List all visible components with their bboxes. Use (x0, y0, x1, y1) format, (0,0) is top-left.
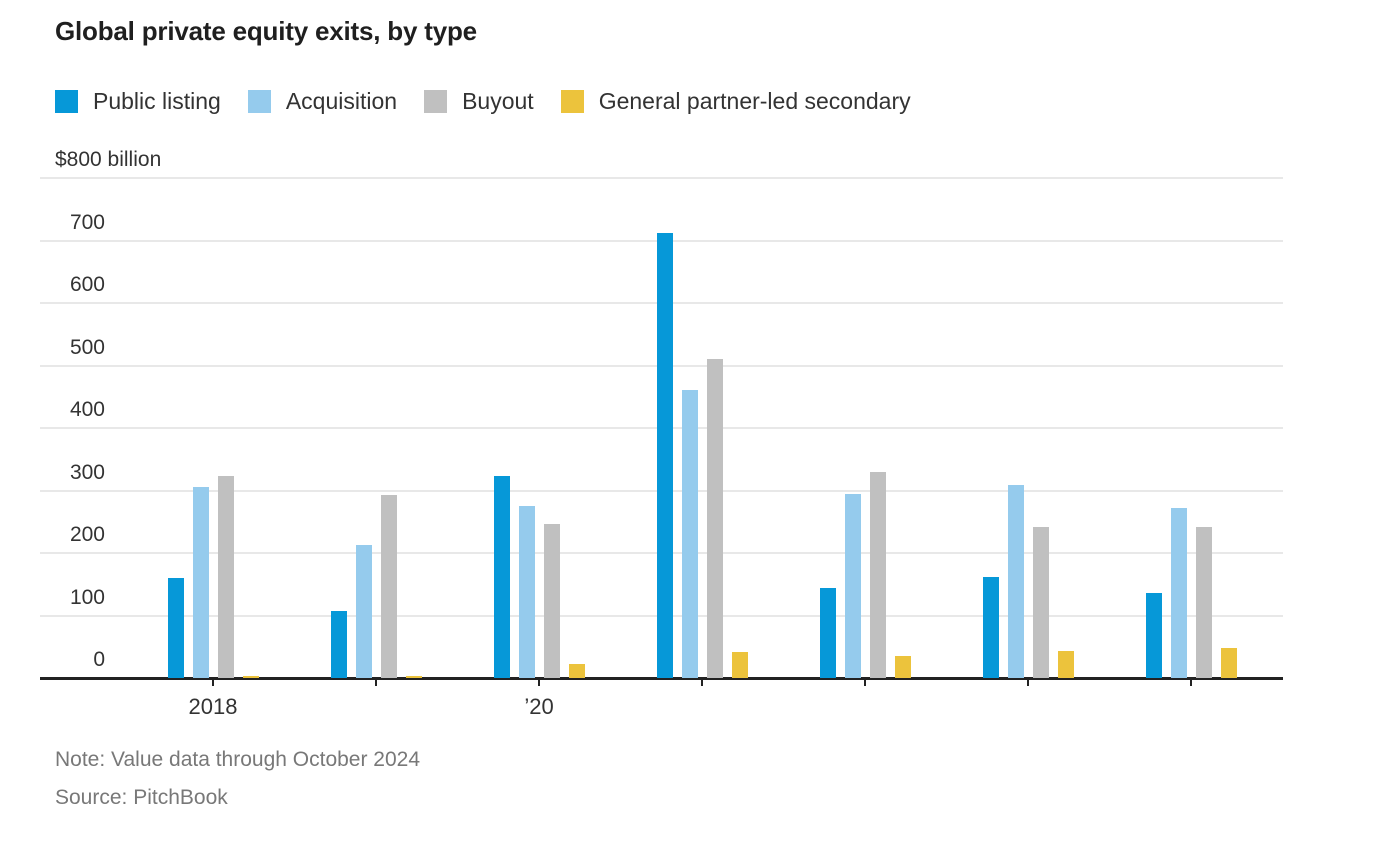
legend-swatch-buyout-icon (424, 90, 448, 113)
bar-acquisition-2022 (844, 494, 861, 678)
x-axis-label-2018: 2018 (188, 694, 238, 719)
bar-general-partner-led-secondary-2021 (731, 651, 748, 678)
bar-public-listing-2018 (167, 578, 184, 678)
bar-acquisition-2018 (192, 486, 209, 678)
bar-buyout-2019 (380, 494, 397, 678)
bar-public-listing-2024 (1145, 593, 1162, 678)
x-axis-label-2020: ’20 (524, 694, 554, 719)
legend-item-public-listing: Public listing (55, 88, 221, 115)
bar-buyout-2023 (1032, 526, 1049, 678)
x-axis-tick-2022 (864, 678, 866, 686)
x-axis-line (40, 677, 1283, 680)
legend-swatch-acquisition-icon (247, 90, 271, 113)
bar-buyout-2021 (706, 359, 723, 678)
bar-public-listing-2022 (819, 588, 836, 678)
x-axis-tick-2021 (701, 678, 703, 686)
bar-buyout-2018 (217, 476, 234, 678)
legend-label-general-partner-led-secondary: General partner-led secondary (598, 88, 911, 114)
legend-item-buyout: Buyout (424, 88, 534, 115)
y-axis-label-0: 0 (93, 648, 105, 671)
bar-buyout-2024 (1195, 526, 1212, 678)
legend-item-acquisition: Acquisition (247, 88, 398, 115)
legend-label-acquisition: Acquisition (285, 88, 398, 114)
bar-general-partner-led-secondary-2024 (1220, 648, 1237, 678)
x-axis-tick-2019 (375, 678, 377, 686)
chart-source: Source: PitchBook (55, 786, 228, 809)
y-axis-label-800: $800 billion (55, 148, 162, 171)
legend-label-buyout: Buyout (462, 88, 534, 114)
legend-swatch-public-listing-icon (55, 90, 78, 113)
x-axis-tick-2020 (538, 678, 540, 686)
chart-title: Global private equity exits, by type (55, 16, 477, 46)
x-axis-tick-2023 (1027, 678, 1029, 686)
legend: Public listing Acquisition Buyout General p… (55, 88, 911, 115)
bar-general-partner-led-secondary-2019 (405, 676, 422, 678)
bar-public-listing-2023 (982, 576, 999, 678)
legend-item-general-partner-led-secondary: General partner-led secondary (560, 88, 911, 115)
bar-acquisition-2020 (518, 505, 535, 678)
bar-general-partner-led-secondary-2018 (242, 676, 259, 678)
y-axis-label-500: 500 (69, 335, 105, 359)
y-axis-label-400: 400 (69, 398, 105, 421)
bar-public-listing-2021 (656, 233, 673, 678)
bar-general-partner-led-secondary-2023 (1057, 651, 1074, 678)
bar-general-partner-led-secondary-2022 (894, 656, 911, 678)
y-axis-label-300: 300 (69, 460, 105, 484)
bar-buyout-2020 (543, 524, 560, 678)
bar-public-listing-2020 (493, 476, 510, 678)
bar-buyout-2022 (869, 472, 886, 678)
x-axis-tick-2018 (212, 678, 214, 686)
legend-swatch-general-partner-led-secondary-icon (560, 90, 584, 113)
bar-acquisition-2019 (355, 544, 372, 678)
gridline-800 (40, 177, 1283, 179)
bar-general-partner-led-secondary-2020 (568, 664, 585, 678)
y-axis-label-200: 200 (69, 523, 105, 546)
y-axis-label-100: 100 (69, 585, 105, 609)
legend-label-public-listing: Public listing (93, 88, 221, 114)
bar-acquisition-2021 (681, 389, 698, 678)
x-axis-tick-2024 (1190, 678, 1192, 686)
y-axis-label-600: 600 (69, 273, 105, 296)
bar-acquisition-2024 (1170, 508, 1187, 678)
chart-note: Note: Value data through October 2024 (55, 748, 421, 771)
bar-public-listing-2019 (330, 610, 347, 678)
y-axis-label-700: 700 (69, 210, 105, 234)
bar-acquisition-2023 (1007, 484, 1024, 678)
chart-area: 0 100 200 300 400 500 600 700 $800 billion 2018 ’2… (40, 0, 1283, 846)
